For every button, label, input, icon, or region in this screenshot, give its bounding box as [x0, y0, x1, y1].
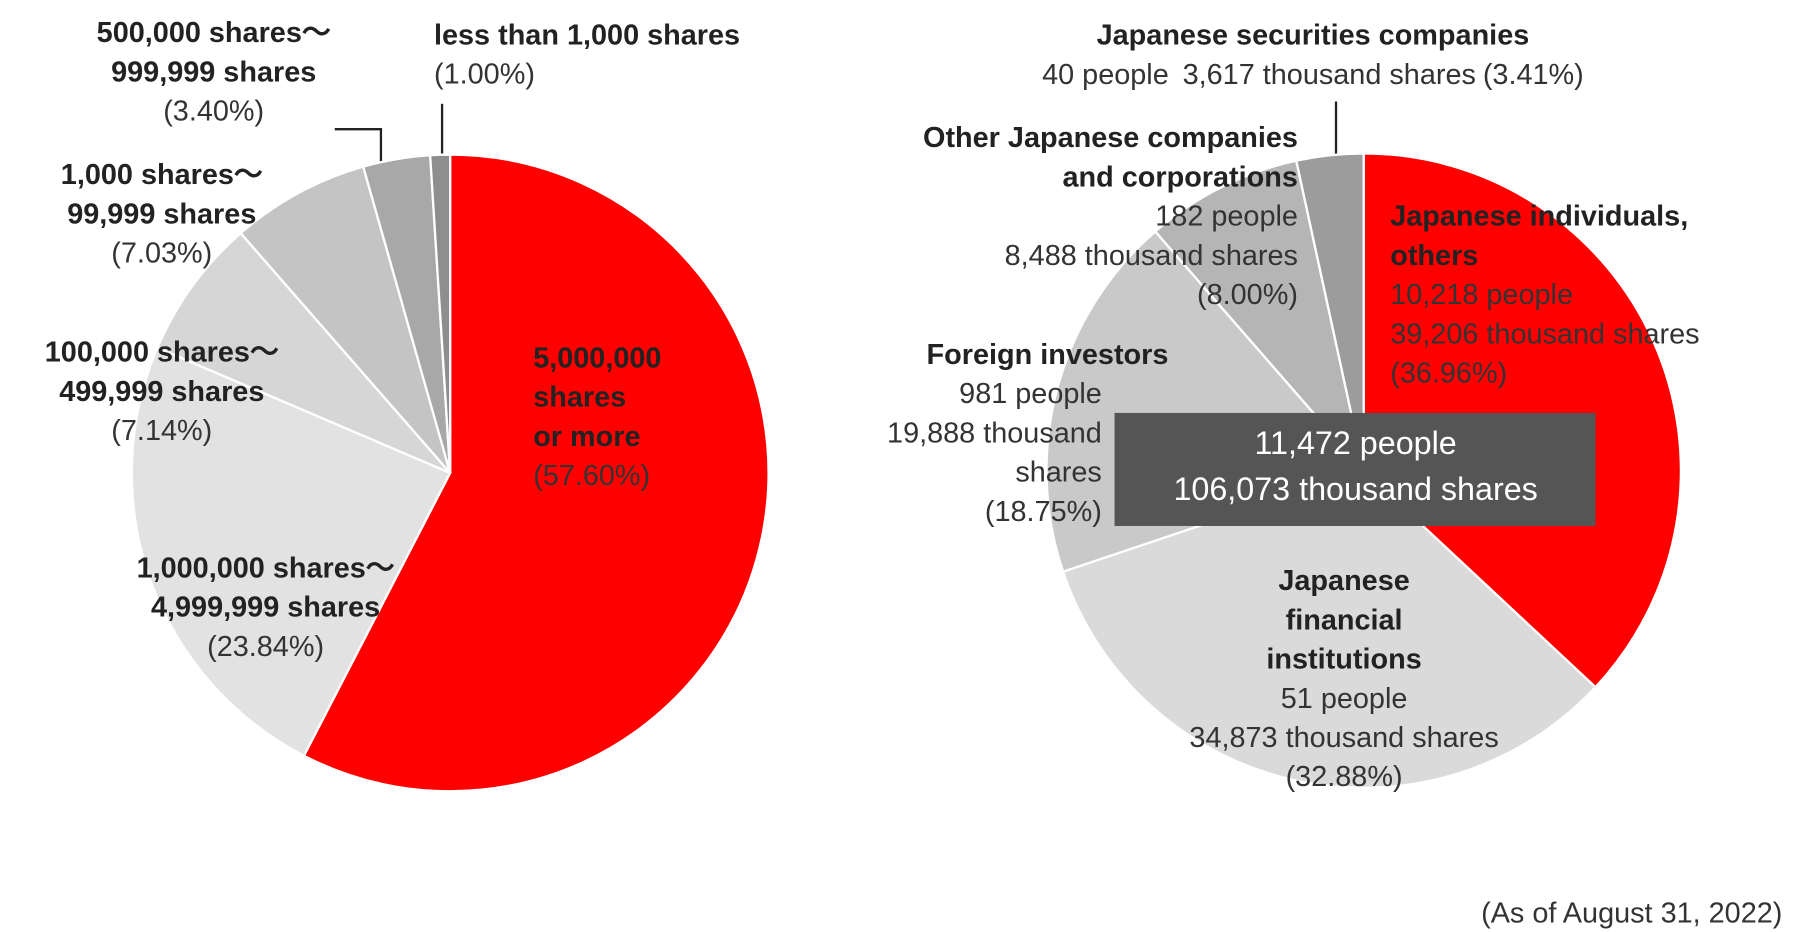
shares-label: 3,617 thousand shares [1183, 59, 1476, 91]
pie-slice [1061, 469, 1598, 789]
people-label: 40 people [1042, 59, 1169, 91]
slice-label: shares [533, 382, 626, 414]
percent-label: (57.60%) [533, 460, 650, 492]
slice-label: institutions [1266, 644, 1421, 676]
total-box [1114, 412, 1596, 526]
percent-label: (7.03%) [111, 238, 212, 270]
slice-label: 1,000 shares～ [61, 159, 263, 191]
slice-label: or more [533, 421, 640, 453]
percent-label: (1.00%) [434, 59, 535, 91]
percent-label: (8.00%) [1197, 279, 1298, 311]
pie-slice [155, 231, 452, 474]
slice-label: Foreign investors [927, 339, 1169, 371]
slice-label: financial [1286, 604, 1403, 636]
percent-label: (7.14%) [111, 415, 212, 447]
pie-slice [239, 165, 452, 474]
slice-label: Japanese [1278, 565, 1409, 597]
pie-slice [428, 153, 452, 473]
slice-label: Other Japanese companies [923, 122, 1298, 154]
pie-slice [1153, 159, 1365, 472]
shares-label: 8,488 thousand shares [1005, 240, 1298, 272]
slice-label: 5,000,000 [533, 342, 661, 374]
slice-label: others [1390, 240, 1478, 272]
pie-slice [130, 346, 452, 758]
note: (As of August 31, 2022) [1481, 897, 1782, 929]
people-label: 981 people [959, 378, 1102, 410]
slice-label: Japanese individuals, [1390, 201, 1688, 233]
shares-label: 34,873 thousand shares [1189, 722, 1498, 754]
slice-label: Japanese securities companies [1097, 20, 1530, 52]
slice-label: 500,000 shares～ [97, 17, 331, 49]
pie-slice [1294, 152, 1365, 471]
slice-label: less than 1,000 shares [434, 20, 740, 52]
percent-label: (32.88%) [1286, 761, 1403, 793]
slice-label: 499,999 shares [59, 376, 264, 408]
slice-label: 999,999 shares [111, 56, 316, 88]
slice-label: 99,999 shares [67, 198, 256, 230]
shares-label: shares [1015, 457, 1102, 489]
people-label: 51 people [1281, 683, 1408, 715]
pie-slice [302, 153, 770, 793]
shares-label: 39,206 thousand shares [1390, 318, 1699, 350]
percent-label: (23.84%) [207, 631, 324, 663]
people-label: 10,218 people [1390, 279, 1573, 311]
people-label: 182 people [1155, 201, 1298, 233]
slice-label: 100,000 shares～ [45, 337, 279, 369]
percent-label: (36.96%) [1390, 357, 1507, 389]
percent-label: (3.40%) [163, 96, 264, 128]
shares-label: 19,888 thousand [887, 417, 1102, 449]
total-label: 106,073 thousand shares [1173, 471, 1537, 507]
slice-info: 40 people 3,617 thousand shares (3.41%) [1042, 59, 1584, 91]
total-label: 11,472 people [1254, 425, 1456, 461]
slice-label: 4,999,999 shares [151, 592, 380, 624]
percent-label: (3.41%) [1483, 59, 1584, 91]
slice-label: and corporations [1062, 161, 1297, 193]
percent-label: (18.75%) [985, 496, 1102, 528]
slice-label: 1,000,000 shares～ [137, 552, 395, 584]
